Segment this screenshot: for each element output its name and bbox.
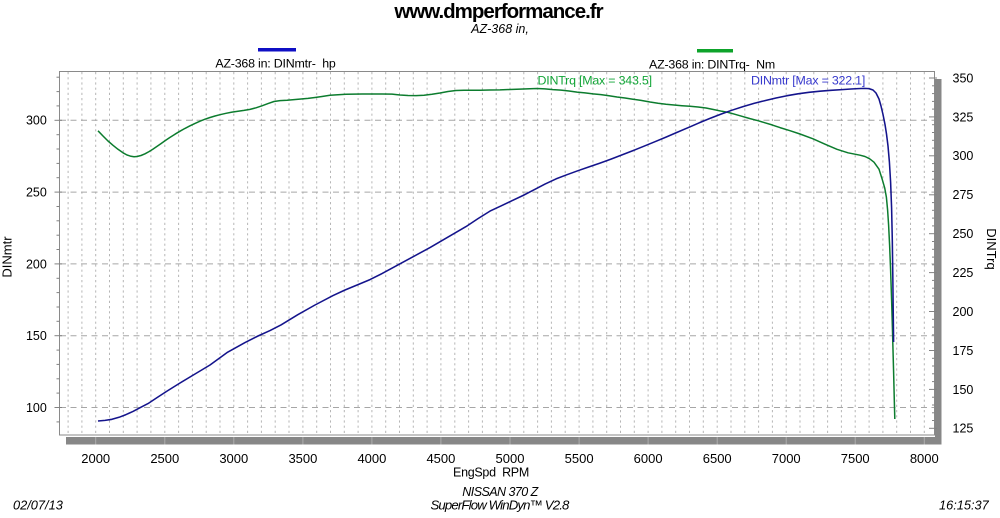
svg-text:6500: 6500 xyxy=(703,451,732,466)
svg-text:300: 300 xyxy=(26,114,47,128)
svg-text:2500: 2500 xyxy=(150,451,179,466)
svg-text:DINmtr: DINmtr xyxy=(0,236,15,278)
svg-text:175: 175 xyxy=(953,344,974,358)
svg-text:275: 275 xyxy=(953,188,974,202)
svg-text:AZ-368 in,: AZ-368 in, xyxy=(470,22,529,36)
svg-text:300: 300 xyxy=(953,149,974,163)
svg-text:www.dmperformance.fr: www.dmperformance.fr xyxy=(393,0,603,23)
svg-text:200: 200 xyxy=(953,305,974,319)
svg-text:AZ-368 in: DINmtr- hp: AZ-368 in: DINmtr- hp xyxy=(215,57,336,71)
svg-text:16:15:37: 16:15:37 xyxy=(939,498,990,513)
svg-text:DINmtr [Max = 322.1]: DINmtr [Max = 322.1] xyxy=(751,74,865,88)
svg-text:6000: 6000 xyxy=(634,451,663,466)
svg-text:DINTrq [Max = 343.5]: DINTrq [Max = 343.5] xyxy=(538,74,652,88)
svg-text:350: 350 xyxy=(953,71,974,85)
svg-text:250: 250 xyxy=(953,227,974,241)
svg-text:8000: 8000 xyxy=(910,451,939,466)
svg-text:125: 125 xyxy=(953,422,974,436)
svg-text:EngSpd RPM: EngSpd RPM xyxy=(453,466,529,480)
svg-text:325: 325 xyxy=(953,110,974,124)
svg-text:3500: 3500 xyxy=(288,451,317,466)
svg-text:150: 150 xyxy=(26,329,47,343)
svg-text:100: 100 xyxy=(26,401,47,415)
svg-text:150: 150 xyxy=(953,383,974,397)
svg-text:02/07/13: 02/07/13 xyxy=(13,498,63,513)
svg-text:DINTrq: DINTrq xyxy=(984,228,999,269)
svg-text:7000: 7000 xyxy=(772,451,801,466)
svg-text:250: 250 xyxy=(26,186,47,200)
svg-text:4500: 4500 xyxy=(426,451,455,466)
svg-text:2000: 2000 xyxy=(81,451,110,466)
svg-text:AZ-368 in: DINTrq- Nm: AZ-368 in: DINTrq- Nm xyxy=(649,58,775,72)
svg-text:225: 225 xyxy=(953,266,974,280)
svg-text:SuperFlow WinDyn™ V2.8: SuperFlow WinDyn™ V2.8 xyxy=(430,498,570,513)
svg-text:5000: 5000 xyxy=(496,451,525,466)
svg-text:NISSAN 370 Z: NISSAN 370 Z xyxy=(462,485,538,499)
svg-text:200: 200 xyxy=(26,257,47,271)
svg-text:3000: 3000 xyxy=(219,451,248,466)
svg-text:7500: 7500 xyxy=(841,451,870,466)
svg-text:4000: 4000 xyxy=(357,451,386,466)
svg-text:5500: 5500 xyxy=(565,451,594,466)
